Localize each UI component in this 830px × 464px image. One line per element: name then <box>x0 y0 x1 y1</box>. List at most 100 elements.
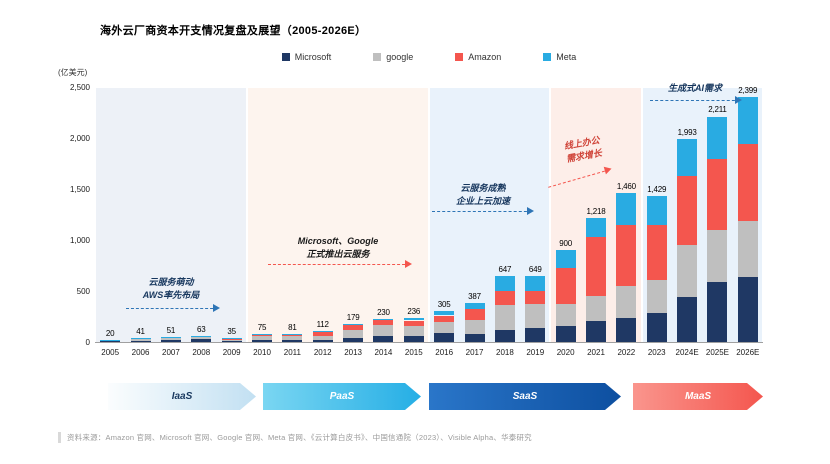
annotation-cloud-maturity: 云服务成熟 企业上云加速 <box>430 182 536 208</box>
bar-microsoft-2018 <box>494 330 515 342</box>
legend-swatch-amazon <box>455 53 464 61</box>
x-axis-label: 2015 <box>404 348 423 357</box>
annotation-line: 正式推出云服务 <box>306 249 370 259</box>
legend-item-google: google <box>373 52 413 62</box>
bar-microsoft-2023 <box>646 313 667 342</box>
legend-label-amazon: Amazon <box>468 52 502 62</box>
x-axis-label: 2011 <box>283 348 301 357</box>
phase-background <box>96 88 246 342</box>
bar-google-2010 <box>252 335 272 341</box>
bar-amazon-2020 <box>555 267 576 304</box>
x-axis-label: 2010 <box>253 348 271 357</box>
x-axis-label: 2024E <box>675 348 699 357</box>
legend-label-google: google <box>386 52 414 62</box>
x-axis-label: 2020 <box>556 348 575 357</box>
bar-amazon-2017 <box>464 309 485 321</box>
bar-amazon-2008 <box>191 335 212 337</box>
bar-meta-2017 <box>464 302 485 310</box>
bar-meta-2014 <box>373 318 394 321</box>
bar-meta-2015 <box>403 317 424 321</box>
bar-microsoft-2013 <box>343 337 364 342</box>
bar-google-2017 <box>464 320 485 334</box>
bar-microsoft-2026E <box>737 276 758 342</box>
bar-meta-2019 <box>525 275 546 292</box>
x-axis-label: 2023 <box>647 348 666 357</box>
bar-google-2016 <box>434 322 455 333</box>
bar-meta-2023 <box>646 196 667 225</box>
bar-amazon-2013 <box>343 325 364 331</box>
bar-google-2006 <box>130 338 151 341</box>
bar-google-2009 <box>221 339 242 341</box>
bar-microsoft-2025E <box>707 282 728 342</box>
bar-meta-2025E <box>707 116 728 160</box>
x-axis-label: 2017 <box>465 348 484 357</box>
x-axis-label: 2026E <box>736 348 760 357</box>
bar-meta-2016 <box>434 310 455 316</box>
bar-microsoft-2017 <box>464 333 485 342</box>
stage-arrow-label: SaaS <box>512 391 538 402</box>
bar-google-2005 <box>100 340 121 342</box>
annotation-arrow-right-icon <box>126 303 220 312</box>
y-tick-label: 2,000 <box>69 134 90 143</box>
x-axis-label: 2012 <box>313 348 332 357</box>
bar-microsoft-2019 <box>525 327 546 342</box>
legend-item-meta: Meta <box>543 52 576 62</box>
bar-google-2019 <box>525 303 546 328</box>
bar-amazon-2014 <box>373 320 394 326</box>
x-axis-label: 2022 <box>617 348 636 357</box>
bar-microsoft-2024E <box>677 296 698 342</box>
bar-google-2007 <box>160 337 181 340</box>
annotation-ms-google-launch: Microsoft、Google 正式推出云服务 <box>265 235 411 261</box>
bar-microsoft-2011 <box>282 339 303 342</box>
bar-amazon-2026E <box>737 144 758 222</box>
stage-arrow-maas: MaaS <box>633 383 763 410</box>
annotation-line: AWS率先布局 <box>142 290 200 300</box>
bar-meta-2011 <box>282 333 303 335</box>
bar-google-2021 <box>586 295 606 321</box>
bar-meta-2013 <box>343 323 364 326</box>
bar-amazon-2012 <box>312 332 333 337</box>
annotation-line: Microsoft、Google <box>297 236 379 246</box>
x-axis-label: 2025E <box>705 348 730 357</box>
x-axis-label: 2005 <box>101 348 120 357</box>
legend-swatch-meta <box>543 53 552 61</box>
x-axis-label: 2014 <box>374 348 393 357</box>
x-axis-label: 2009 <box>222 348 241 357</box>
legend: Microsoft google Amazon Meta <box>95 52 763 62</box>
source-note: 资料来源：Amazon 官网、Microsoft 官网、Google 官网、Me… <box>58 432 532 443</box>
bar-google-2011 <box>282 336 303 340</box>
bar-amazon-2016 <box>434 315 455 323</box>
bar-meta-2018 <box>494 276 515 291</box>
legend-label-meta: Meta <box>556 52 577 62</box>
bar-meta-2026E <box>737 97 758 145</box>
bar-amazon-2022 <box>616 225 637 286</box>
bar-amazon-2018 <box>494 290 515 305</box>
annotation-line: 云服务成熟 <box>460 183 506 193</box>
bar-meta-2021 <box>586 217 606 237</box>
bar-google-2022 <box>616 285 637 318</box>
bar-microsoft-2020 <box>555 326 576 342</box>
annotation-genai-demand: 生成式AI需求 <box>645 82 745 95</box>
annotation-arrow-right-icon <box>268 259 412 268</box>
bar-meta-2022 <box>616 193 637 226</box>
bar-meta-2012 <box>312 330 333 333</box>
bar-microsoft-2007 <box>160 339 181 342</box>
bar-google-2013 <box>343 330 364 338</box>
y-tick-label: 500 <box>76 287 90 296</box>
bar-microsoft-2015 <box>403 335 424 342</box>
stage-arrow-label: MaaS <box>684 391 712 402</box>
phase-background <box>247 88 428 342</box>
legend-swatch-microsoft <box>281 53 290 61</box>
bar-microsoft-2012 <box>312 339 333 342</box>
bar-microsoft-2016 <box>434 332 455 342</box>
bar-meta-2024E <box>677 138 698 177</box>
x-axis-label: 2018 <box>496 348 514 357</box>
bar-google-2012 <box>312 336 333 340</box>
stage-arrow-label: PaaS <box>329 391 355 402</box>
y-tick-label: 1,000 <box>69 236 90 245</box>
bar-amazon-2015 <box>403 320 424 326</box>
bar-amazon-2025E <box>707 159 728 230</box>
legend-item-amazon: Amazon <box>455 52 501 62</box>
annotation-arrow-right-icon <box>432 206 534 215</box>
annotation-arrow-right-icon <box>650 95 742 104</box>
